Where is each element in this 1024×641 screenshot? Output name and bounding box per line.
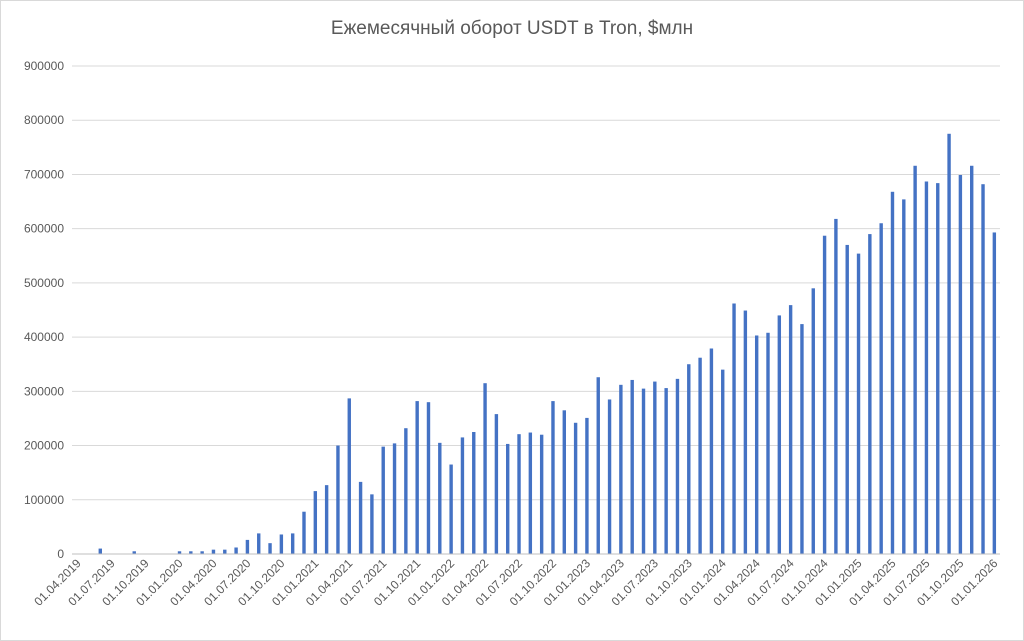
bar [313, 491, 318, 554]
y-tick-label: 900000 [24, 59, 64, 73]
bar [698, 357, 702, 554]
bar [177, 551, 182, 554]
y-tick-label: 100000 [24, 493, 64, 507]
x-axis-tick-labels: 01.04.201901.07.201901.10.201901.01.2020… [31, 556, 1000, 609]
bar [483, 383, 487, 554]
bar [551, 401, 555, 554]
y-tick-label: 700000 [24, 167, 64, 181]
bar [936, 183, 940, 554]
bar [257, 533, 261, 554]
bar [200, 551, 204, 554]
bar [392, 443, 397, 554]
bar [562, 410, 566, 554]
bar [653, 381, 657, 554]
bar [98, 548, 102, 554]
bar [856, 253, 861, 554]
bar [573, 422, 578, 554]
y-tick-label: 600000 [24, 222, 64, 236]
bar [732, 303, 736, 554]
bar [358, 481, 363, 554]
bar [800, 324, 804, 554]
bar [528, 432, 533, 554]
bar [675, 378, 680, 554]
bar [268, 543, 272, 554]
bar [585, 417, 589, 554]
bar [596, 377, 600, 554]
bar [845, 244, 849, 554]
bar [630, 379, 634, 554]
y-tick-label: 800000 [24, 113, 64, 127]
bar [223, 549, 227, 554]
bar [472, 432, 476, 554]
bar [449, 464, 453, 554]
bar [743, 310, 748, 554]
bar [958, 174, 963, 554]
bar [460, 437, 465, 554]
y-tick-label: 200000 [24, 439, 64, 453]
bar [607, 399, 612, 554]
bar [777, 315, 782, 554]
bar [324, 485, 329, 554]
bar [754, 335, 759, 554]
bar [517, 434, 521, 554]
y-axis-tick-labels: 0 100000 200000 300000 400000 500000 600000 700… [24, 59, 64, 561]
bar [211, 549, 216, 554]
bar [822, 235, 827, 554]
bar [947, 133, 951, 554]
bar [290, 533, 295, 554]
bar [404, 428, 408, 554]
bar [245, 539, 250, 554]
bar [721, 369, 725, 554]
y-tick-label: 500000 [24, 276, 64, 290]
bar [234, 547, 238, 554]
bar [970, 165, 974, 554]
y-tick-label: 0 [57, 547, 64, 561]
bar [788, 305, 793, 554]
bar [189, 551, 193, 554]
y-tick-label: 300000 [24, 384, 64, 398]
bar [132, 551, 136, 554]
bar [834, 218, 838, 554]
bars [98, 133, 997, 555]
chart-title: Ежемесячный оборот USDT в Tron, $млн [330, 18, 694, 39]
bar [868, 234, 872, 555]
bar [347, 398, 351, 554]
bar [370, 494, 374, 554]
bar [664, 388, 668, 554]
bar [913, 165, 917, 554]
bar [279, 534, 284, 554]
bar [890, 191, 895, 554]
bar [302, 511, 306, 554]
bar [902, 199, 906, 555]
bar [924, 181, 929, 554]
bar [687, 364, 691, 554]
bar [879, 223, 883, 554]
bar [506, 443, 510, 554]
bar [539, 434, 544, 554]
y-tick-label: 400000 [24, 330, 64, 344]
bar [709, 348, 714, 554]
bar [381, 446, 385, 554]
gridlines [72, 65, 1000, 501]
bar [415, 401, 419, 554]
bar [811, 288, 815, 554]
bar [981, 184, 985, 554]
bar [336, 445, 340, 554]
bar [426, 402, 431, 554]
bar [641, 388, 646, 554]
bar [992, 232, 997, 554]
bar [619, 384, 623, 554]
bar [766, 332, 770, 554]
bar [438, 442, 442, 554]
bar [494, 414, 499, 554]
